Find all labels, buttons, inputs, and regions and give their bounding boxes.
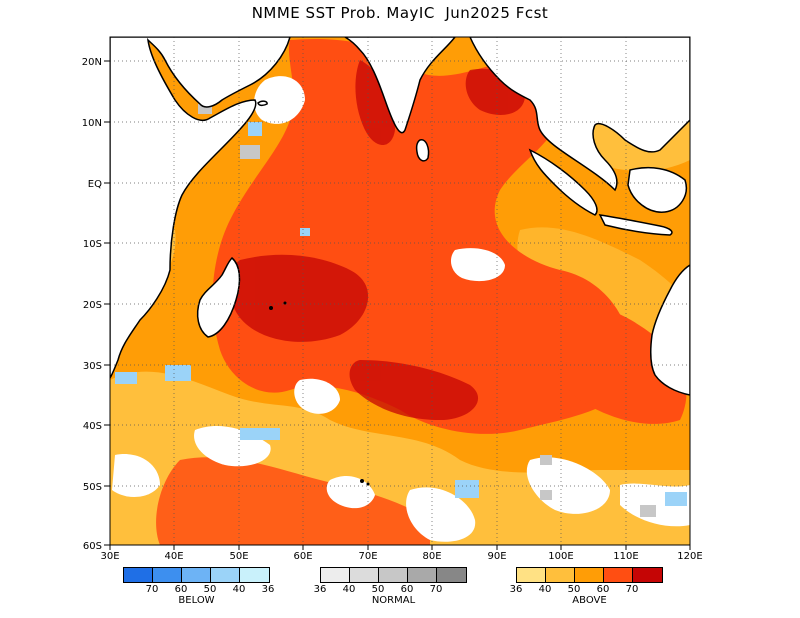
lon-label: 60E <box>293 551 312 562</box>
lon-label: 90E <box>487 551 506 562</box>
sri-lanka-land <box>415 139 430 162</box>
sumatra-land <box>528 148 598 216</box>
southeast-asia-land <box>469 37 690 192</box>
lon-label: 70E <box>358 551 377 562</box>
australia-land <box>650 264 690 396</box>
legend-tick: 70 <box>625 584 639 595</box>
legend-tick: 60 <box>596 584 610 595</box>
legend-tick: 50 <box>371 584 385 595</box>
legend-swatch <box>321 568 350 582</box>
lon-label: 110E <box>613 551 638 562</box>
lat-label: 10N <box>82 118 102 129</box>
map-grid <box>110 37 690 545</box>
legend-tick: 36 <box>261 584 275 595</box>
map-frame <box>109 36 691 546</box>
legend-tick: 50 <box>567 584 581 595</box>
legend-tick: 60 <box>400 584 414 595</box>
legend-tick: 40 <box>232 584 246 595</box>
legend-swatch <box>350 568 379 582</box>
legend-tick: 70 <box>429 584 443 595</box>
legend-normal: 36 40 50 60 70 NORMAL <box>314 567 467 606</box>
india-land <box>343 37 456 134</box>
madagascar-land <box>196 256 241 338</box>
legend-swatch <box>124 568 153 582</box>
legend-tick: 60 <box>174 584 188 595</box>
legend-swatches <box>123 567 270 583</box>
legend-swatch <box>240 568 269 582</box>
socotra-island <box>257 100 268 107</box>
lon-label: 40E <box>164 551 183 562</box>
legend-below: 70 60 50 40 36 BELOW <box>123 567 274 606</box>
lat-label: 20S <box>83 300 102 311</box>
lon-label: 50E <box>229 551 248 562</box>
legend-swatch <box>408 568 437 582</box>
legend-swatch <box>182 568 211 582</box>
lat-label: EQ <box>88 179 102 190</box>
map-plot-area <box>110 37 690 545</box>
lon-label: 100E <box>548 551 573 562</box>
legend-tick: 36 <box>509 584 523 595</box>
legend-above: 36 40 50 60 70 ABOVE <box>510 567 663 606</box>
lat-label: 40S <box>83 421 102 432</box>
small-islands <box>269 301 370 486</box>
longitude-labels: 30E 40E 50E 60E 70E 80E 90E 100E 110E 12… <box>100 551 702 562</box>
legend-swatches <box>320 567 467 583</box>
legend-swatch <box>604 568 633 582</box>
legend-tick: 70 <box>145 584 159 595</box>
legend-title: ABOVE <box>572 595 607 606</box>
lat-label: 50S <box>83 482 102 493</box>
legend-title: BELOW <box>178 595 215 606</box>
lat-label: 30S <box>83 361 102 372</box>
legend-swatch <box>211 568 240 582</box>
legend-tick: 50 <box>203 584 217 595</box>
legend-swatch <box>153 568 182 582</box>
latitude-labels: 20N 10N EQ 10S 20S 30S 40S 50S 60S <box>82 57 102 552</box>
lat-label: 60S <box>83 541 102 552</box>
legend-swatch <box>546 568 575 582</box>
lat-label: 20N <box>82 57 102 68</box>
legend-swatch <box>379 568 408 582</box>
lon-label: 30E <box>100 551 119 562</box>
legend-tick: 40 <box>538 584 552 595</box>
axis-ticks <box>104 60 691 550</box>
lon-label: 80E <box>422 551 441 562</box>
borneo-land <box>627 167 687 213</box>
legend-swatch <box>437 568 466 582</box>
map-title: NMME SST Prob. MayIC Jun2025 Fcst <box>251 4 549 22</box>
legend-title: NORMAL <box>371 595 416 606</box>
below-normal-patches <box>115 122 687 506</box>
legend-swatch <box>575 568 604 582</box>
lat-label: 10S <box>83 239 102 250</box>
lon-label: 120E <box>677 551 702 562</box>
java-land <box>598 214 673 236</box>
legend-tick: 40 <box>342 584 356 595</box>
legend-tick: 36 <box>313 584 327 595</box>
legend-swatch <box>517 568 546 582</box>
legend-swatch <box>633 568 662 582</box>
legend-swatches <box>516 567 663 583</box>
